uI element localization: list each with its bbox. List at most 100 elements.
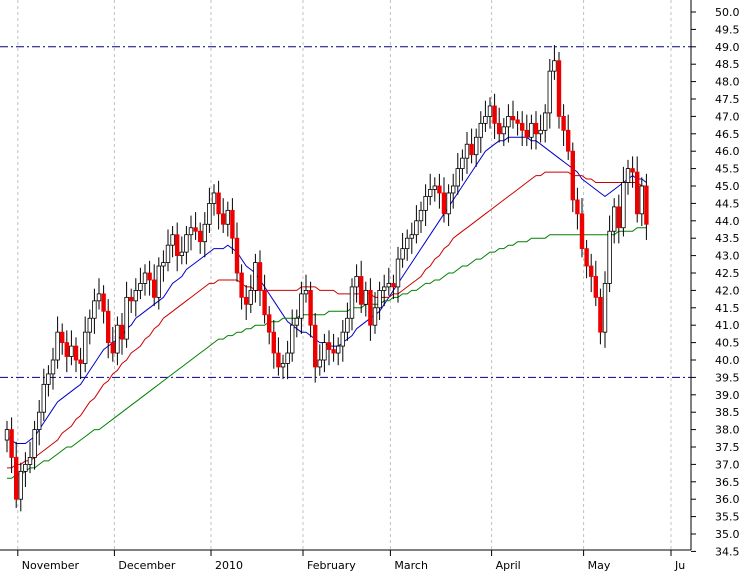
candle-body — [299, 293, 304, 319]
candle-body — [556, 60, 562, 117]
candle — [271, 319, 276, 369]
candle — [593, 260, 598, 307]
candle — [128, 288, 134, 314]
candle — [248, 274, 253, 314]
candle — [294, 309, 299, 338]
candle-body — [464, 143, 470, 159]
candle-body — [520, 122, 525, 131]
candle-body — [184, 234, 189, 253]
candle-body — [377, 289, 382, 309]
candle-body — [92, 300, 97, 319]
y-tick-label: 39.5 — [715, 371, 740, 384]
y-tick-label: 34.5 — [715, 545, 740, 558]
candle — [644, 173, 649, 240]
candle-body — [18, 470, 23, 500]
ma-short-line — [6, 136, 647, 444]
candle — [207, 187, 212, 233]
candle-body — [147, 272, 152, 281]
candle-body — [294, 317, 299, 326]
candle — [427, 173, 433, 206]
candle — [478, 111, 483, 153]
candle-body — [584, 248, 589, 267]
candle-body — [446, 192, 451, 215]
candle — [312, 313, 318, 383]
candle-body — [418, 209, 424, 222]
candle — [506, 104, 511, 143]
candle-body — [156, 265, 161, 298]
candle-body — [308, 289, 313, 326]
candle-body — [552, 60, 557, 72]
y-tick-label: 49.0 — [715, 41, 740, 54]
candle — [211, 184, 217, 216]
candle — [101, 285, 106, 324]
candle — [151, 264, 157, 307]
candle — [55, 316, 60, 369]
candle — [566, 114, 571, 160]
candle — [496, 107, 502, 143]
candle-body — [32, 429, 37, 458]
candle — [165, 229, 171, 272]
candle-body — [170, 234, 175, 246]
candle — [464, 132, 470, 174]
candle — [230, 198, 235, 254]
y-tick-label: 37.0 — [715, 458, 740, 471]
candle — [18, 462, 23, 512]
candle — [441, 177, 447, 223]
candle-body — [331, 349, 336, 354]
candle — [423, 184, 428, 227]
candle-body — [243, 296, 249, 305]
candle — [60, 323, 65, 355]
candle — [262, 274, 267, 324]
candle-body — [60, 331, 65, 344]
candle-body — [340, 331, 345, 347]
candle-body — [317, 359, 322, 368]
candle-body — [234, 237, 240, 274]
x-tick-label: May — [588, 559, 611, 572]
candle-body — [211, 192, 217, 204]
candle — [239, 264, 244, 310]
candle-body — [395, 258, 401, 288]
candle — [119, 313, 125, 355]
candle — [96, 278, 102, 310]
candle-body — [630, 168, 635, 173]
candle-body — [529, 122, 534, 138]
candle-body — [404, 237, 410, 250]
candle — [625, 159, 631, 195]
candle — [266, 306, 272, 345]
candle — [501, 118, 506, 146]
candle-body — [506, 116, 511, 128]
candle-body — [266, 314, 272, 333]
candle — [106, 299, 111, 359]
candle-body — [501, 126, 506, 135]
candle-body — [280, 363, 286, 368]
candle-body — [437, 185, 442, 194]
candle-body — [142, 272, 148, 284]
candle-body — [225, 209, 230, 225]
reference-lines — [0, 46, 691, 378]
candle — [156, 257, 161, 310]
candle-body — [161, 262, 166, 267]
candle — [584, 239, 589, 279]
candle — [450, 173, 456, 209]
candle-body — [83, 331, 88, 364]
candle — [414, 205, 419, 244]
candle-body — [473, 136, 479, 156]
candle — [354, 264, 359, 303]
candle-body — [625, 168, 631, 183]
candle-body — [119, 324, 125, 340]
candle — [446, 184, 451, 227]
candle-body — [133, 289, 138, 302]
candle — [575, 187, 580, 230]
candle — [492, 93, 497, 140]
candle-body — [230, 209, 235, 239]
y-tick-label: 48.0 — [715, 76, 740, 89]
candle — [188, 215, 194, 251]
x-tick-label: 2010 — [215, 559, 243, 572]
candle — [322, 333, 327, 373]
candle — [340, 319, 345, 362]
candle — [381, 274, 387, 307]
candle-body — [598, 296, 603, 333]
candle — [469, 128, 474, 164]
candle — [639, 177, 644, 227]
